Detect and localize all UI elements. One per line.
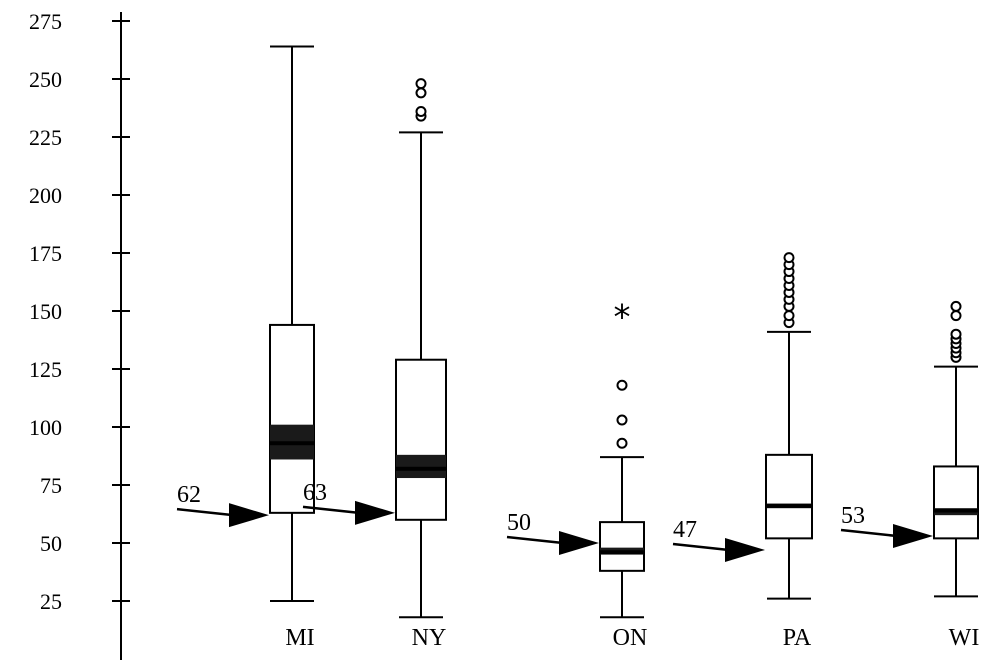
box-on: * ON (599, 298, 648, 651)
y-tick-label: 150 (29, 299, 62, 324)
x-category-label: WI (949, 625, 980, 651)
arrow-head (355, 500, 395, 525)
outlier-point (783, 252, 795, 264)
annotation-label: 47 (673, 517, 697, 543)
outlier-point (415, 105, 427, 117)
box-ny: NY (395, 78, 447, 651)
annotation-arrow: 53 (840, 503, 933, 549)
iqr-box (269, 323, 315, 514)
outlier-point (950, 300, 962, 312)
iqr-box (933, 465, 979, 540)
outlier-point (616, 414, 628, 426)
y-tick-label: 50 (40, 531, 62, 556)
extreme-point: * (614, 298, 631, 338)
arrow-shaft (672, 542, 730, 552)
box-mi: MI (269, 45, 315, 651)
y-tick-label: 225 (29, 125, 62, 150)
x-category-label: NY (412, 625, 447, 651)
y-tick-label: 200 (29, 183, 62, 208)
annotation-layer: 62 63 50 47 53 (176, 480, 933, 562)
annotation-arrow: 62 (176, 482, 269, 528)
iqr-box (599, 521, 645, 572)
y-tick-label: 175 (29, 241, 62, 266)
arrow-head (559, 531, 599, 555)
annotation-label: 50 (507, 510, 531, 536)
outlier-point (950, 310, 962, 322)
outlier-point (616, 379, 628, 391)
x-category-label: ON (613, 625, 648, 651)
x-category-label: MI (285, 625, 314, 651)
arrow-shaft (506, 535, 564, 545)
outlier-point (783, 310, 795, 322)
x-category-label: PA (783, 625, 812, 651)
arrow-head (229, 503, 269, 528)
arrow-shaft (840, 528, 898, 538)
arrow-shaft (176, 507, 234, 517)
iqr-box (395, 358, 447, 521)
y-tick-label: 25 (40, 589, 62, 614)
arrow-head (725, 537, 765, 562)
outlier-point (616, 437, 628, 449)
y-tick-label: 275 (29, 9, 62, 34)
median-band (396, 454, 446, 479)
annotation-arrow: 50 (506, 510, 599, 555)
plot-area: MI NY * ON PA WI (269, 45, 980, 651)
annotation-label: 62 (177, 482, 201, 508)
y-tick-label: 250 (29, 67, 62, 92)
annotation-label: 53 (841, 503, 865, 529)
arrow-head (893, 524, 933, 549)
y-tick-label: 125 (29, 357, 62, 382)
annotation-arrow: 63 (302, 480, 395, 525)
outlier-point (415, 78, 427, 90)
y-tick-label: 100 (29, 415, 62, 440)
y-axis: 25 50 75 100 125 150 175 200 225 250 275 (29, 9, 130, 660)
outlier-point (415, 87, 427, 99)
annotation-label: 63 (303, 480, 327, 506)
iqr-box (765, 453, 813, 540)
y-tick-label: 75 (40, 473, 62, 498)
arrow-shaft (302, 505, 360, 515)
annotation-arrow: 47 (672, 517, 765, 562)
outlier-point (950, 328, 962, 340)
box-wi: WI (933, 300, 980, 651)
box-pa: PA (765, 252, 813, 651)
